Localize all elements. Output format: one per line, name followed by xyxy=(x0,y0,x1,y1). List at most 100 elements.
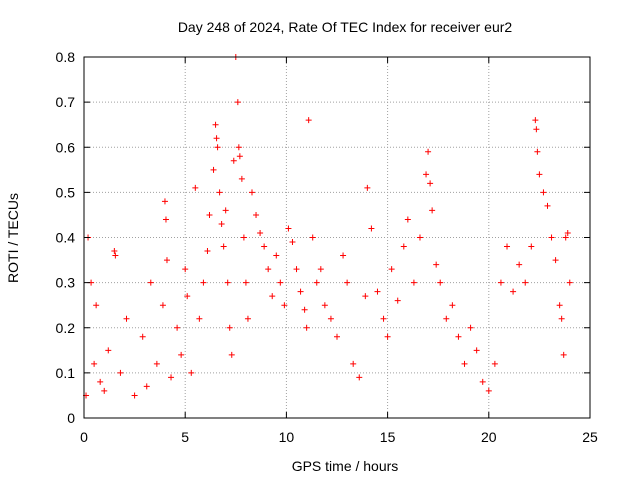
data-point xyxy=(196,315,203,322)
data-point xyxy=(388,266,395,273)
data-point xyxy=(192,184,199,191)
data-point xyxy=(277,279,284,286)
data-point xyxy=(427,180,434,187)
data-point xyxy=(214,144,221,151)
data-point xyxy=(364,184,371,191)
data-point xyxy=(400,243,407,250)
data-point xyxy=(234,99,241,106)
data-point xyxy=(174,324,181,331)
data-point xyxy=(216,189,223,196)
data-point xyxy=(218,220,225,227)
data-point xyxy=(455,333,462,340)
data-point xyxy=(188,369,195,376)
data-point xyxy=(117,369,124,376)
data-point xyxy=(374,288,381,295)
data-point xyxy=(556,302,563,309)
data-point xyxy=(147,279,154,286)
data-point xyxy=(429,207,436,214)
data-point xyxy=(437,279,444,286)
data-point xyxy=(301,306,308,313)
data-point xyxy=(416,234,423,241)
data-point xyxy=(200,279,207,286)
data-point xyxy=(123,315,130,322)
data-point xyxy=(230,157,237,164)
data-point xyxy=(309,234,316,241)
data-point xyxy=(257,229,264,236)
grid-lines xyxy=(84,57,590,418)
data-point xyxy=(131,392,138,399)
data-point xyxy=(356,374,363,381)
data-point xyxy=(536,171,543,178)
y-tick-label: 0.4 xyxy=(56,230,76,246)
data-point xyxy=(423,171,430,178)
x-tick-label: 15 xyxy=(380,429,396,445)
data-point xyxy=(159,302,166,309)
data-point xyxy=(362,293,369,300)
data-point xyxy=(153,360,160,367)
data-point xyxy=(235,144,242,151)
data-point xyxy=(504,243,511,250)
data-point xyxy=(562,234,569,241)
data-point xyxy=(522,279,529,286)
data-point xyxy=(560,351,567,358)
data-point xyxy=(111,248,118,255)
data-point xyxy=(273,252,280,259)
data-point xyxy=(461,360,468,367)
data-point xyxy=(394,297,401,304)
y-tick-label: 0.2 xyxy=(56,320,76,336)
data-point xyxy=(228,351,235,358)
y-tick-label: 0.1 xyxy=(56,365,76,381)
data-point xyxy=(143,383,150,390)
data-point xyxy=(327,315,334,322)
data-point xyxy=(178,351,185,358)
x-tick-label: 5 xyxy=(181,429,189,445)
data-point xyxy=(162,216,169,223)
data-point xyxy=(242,279,249,286)
x-tick-label: 20 xyxy=(481,429,497,445)
data-point xyxy=(265,266,272,273)
data-point xyxy=(206,211,213,218)
data-point xyxy=(168,374,175,381)
data-point xyxy=(293,266,300,273)
data-point xyxy=(564,229,571,236)
data-point xyxy=(139,333,146,340)
data-point xyxy=(253,211,260,218)
x-tick-label: 10 xyxy=(279,429,295,445)
data-point xyxy=(261,243,268,250)
data-point xyxy=(532,117,539,124)
data-point xyxy=(443,315,450,322)
data-point xyxy=(281,302,288,309)
data-point xyxy=(305,117,312,124)
data-point xyxy=(540,189,547,196)
data-point xyxy=(404,216,411,223)
data-point xyxy=(224,279,231,286)
x-tick-label: 25 xyxy=(582,429,598,445)
data-point xyxy=(510,288,517,295)
data-point xyxy=(244,315,251,322)
y-tick-label: 0 xyxy=(67,410,75,426)
data-point xyxy=(334,333,340,340)
data-point xyxy=(340,252,347,259)
data-point xyxy=(473,347,480,354)
data-point xyxy=(425,148,432,155)
data-point xyxy=(313,279,320,286)
data-point xyxy=(528,243,535,250)
data-point xyxy=(238,175,245,182)
data-point xyxy=(479,378,486,385)
data-point xyxy=(558,315,565,322)
data-point xyxy=(321,302,328,309)
axis-ticks: 0 0.1 0.2 0.3 0.4 0.5 0.6 0.7 0.8 0 5 10 15 20 25 xyxy=(56,49,598,445)
data-point xyxy=(433,261,440,268)
data-point xyxy=(350,360,357,367)
data-point xyxy=(533,126,540,133)
data-point xyxy=(368,225,375,232)
data-points xyxy=(83,54,573,399)
data-point xyxy=(380,315,387,322)
data-point xyxy=(101,387,108,394)
data-point xyxy=(226,324,233,331)
data-point xyxy=(544,202,551,209)
data-point xyxy=(297,288,304,295)
data-point xyxy=(384,333,391,340)
y-tick-label: 0.8 xyxy=(56,49,76,65)
